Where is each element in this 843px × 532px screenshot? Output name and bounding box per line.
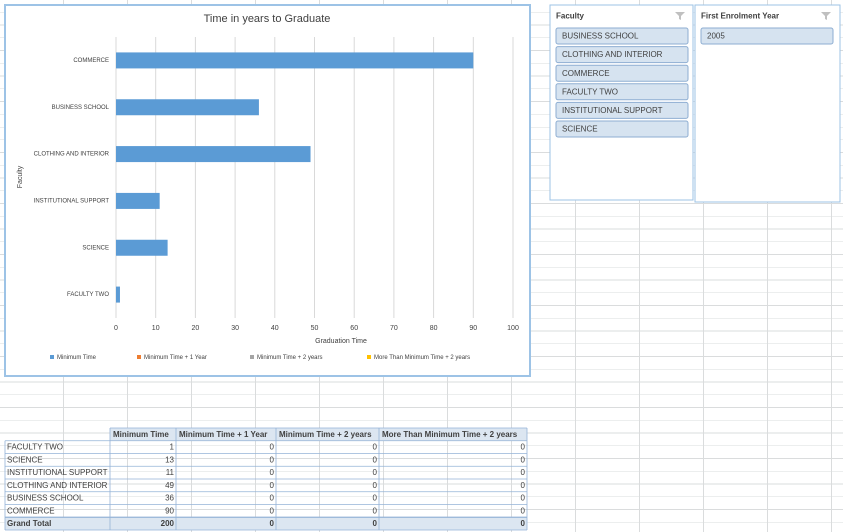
cell: 0 [373,443,378,452]
cell: 49 [165,481,174,490]
legend-swatch [250,355,254,359]
x-tick-label: 20 [192,325,200,332]
legend-swatch [50,355,54,359]
cell: 1 [170,443,175,452]
bar[interactable] [116,146,311,163]
y-tick-label: INSTITUTIONAL SUPPORT [34,198,110,204]
slicer-item-label: FACULTY TWO [562,87,618,96]
slicer-item[interactable] [555,27,689,45]
cell: 0 [373,468,378,477]
cell: 90 [165,506,174,515]
plot: 0 10 20 30 40 50 60 70 80 90 100 FACULTY TWO SCIENCE… [34,37,519,361]
slicer-item-label: CLOTHING AND INTERIOR [562,50,663,59]
clear-filter-icon[interactable] [675,12,685,20]
cell: 0 [270,443,275,452]
slicer-item[interactable] [555,64,689,82]
cell: 0 [270,481,275,490]
row-label: INSTITUTIONAL SUPPORT [7,468,108,477]
column-header: Minimum Time + 2 years [279,430,372,439]
row-label: COMMERCE [7,506,55,515]
pivot-table: Minimum Time Minimum Time + 1 Year Minimum… [4,427,528,531]
header-row [110,428,527,441]
bar[interactable] [116,52,474,69]
column-header: Minimum Time + 1 Year [179,430,267,439]
clear-filter-icon[interactable] [821,12,831,20]
cell: 11 [166,468,175,477]
x-tick-label: 100 [507,325,519,332]
cell: 0 [270,468,275,477]
y-tick-label: SCIENCE [82,245,109,251]
cell: 0 [270,494,275,503]
x-tick-label: 80 [430,325,438,332]
y-tick-label: FACULTY TWO [67,292,109,298]
x-tick-label: 30 [231,325,239,332]
legend-label: Minimum Time + 1 Year [144,355,207,361]
slicer-item-label: SCIENCE [562,125,598,134]
cell: 13 [165,455,174,464]
slicer-item-label: BUSINESS SCHOOL [562,32,639,41]
legend-label: Minimum Time [57,355,97,361]
x-tick-label: 90 [469,325,477,332]
cell: 0 [521,506,526,515]
cell: 200 [161,519,175,528]
x-tick-label: 50 [311,325,319,332]
slicer-item[interactable] [555,46,689,64]
legend-swatch [137,355,141,359]
bar[interactable] [116,286,120,303]
cell: 0 [373,481,378,490]
column-header: More Than Minimum Time + 2 years [382,430,518,439]
cell: 0 [521,443,526,452]
slicers: Faculty BUSINESS SCHOOL CLOTHING AND INTER… [555,12,834,138]
slicer-item-label: 2005 [707,32,725,41]
slicer-item[interactable] [700,27,834,45]
row-label: CLOTHING AND INTERIOR [7,481,108,490]
bar[interactable] [116,192,160,209]
cell: 0 [521,455,526,464]
y-tick-label: CLOTHING AND INTERIOR [34,152,110,158]
row-label: FACULTY TWO [7,443,63,452]
cell: 0 [270,519,275,528]
slicer-item[interactable] [555,120,689,138]
slicer-item-label: COMMERCE [562,69,610,78]
cell: 0 [521,481,526,490]
slicer-title: First Enrolment Year [701,12,779,21]
row-label: SCIENCE [7,455,43,464]
column-header: Minimum Time [113,430,169,439]
slicer-item-label: INSTITUTIONAL SUPPORT [562,106,663,115]
cell: 0 [270,455,275,464]
x-tick-label: 40 [271,325,279,332]
cell: 0 [521,519,526,528]
row-label: BUSINESS SCHOOL [7,494,84,503]
legend-swatch [367,355,371,359]
x-tick-label: 60 [350,325,358,332]
bar[interactable] [116,239,168,256]
x-tick-label: 70 [390,325,398,332]
y-tick-label: COMMERCE [73,58,109,64]
total-row [5,517,527,530]
legend-label: More Than Minimum Time + 2 years [374,355,470,361]
legend-label: Minimum Time + 2 years [257,355,323,361]
y-tick-label: BUSINESS SCHOOL [52,105,110,111]
cell: 0 [373,455,378,464]
cell: 0 [270,506,275,515]
slicer-item[interactable] [555,101,689,119]
x-axis-label: Graduation Time [315,338,367,345]
y-axis-label: Faculty [17,165,24,188]
chart-title: Time in years to Graduate [204,13,331,25]
cell: 0 [521,468,526,477]
slicer-item[interactable] [555,83,689,101]
bar[interactable] [116,99,259,116]
cell: 36 [165,494,174,503]
cell: 0 [521,494,526,503]
cell: 0 [373,519,378,528]
slicer-title: Faculty [556,12,585,21]
cell: 0 [373,506,378,515]
row-label: Grand Total [7,519,51,528]
x-tick-label: 0 [114,325,118,332]
x-tick-label: 10 [152,325,160,332]
cell: 0 [373,494,378,503]
